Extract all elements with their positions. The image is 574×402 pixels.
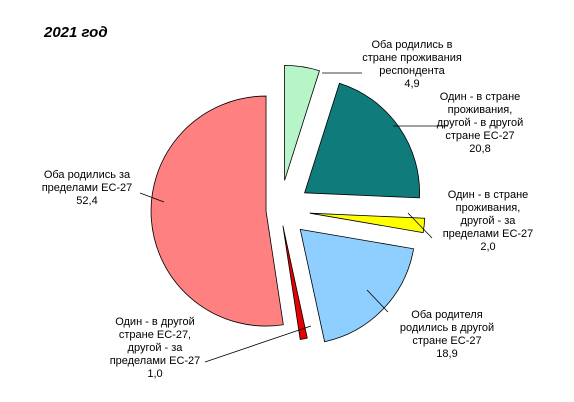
leader-line-5: [139, 192, 165, 203]
pie-slice-4: [282, 225, 308, 340]
pie-slice-3: [299, 228, 415, 343]
slice-label-5: Оба родились за пределами ЕС-27 52,4: [42, 169, 133, 207]
pie-slice-5: [150, 95, 284, 327]
leader-line-4: [204, 325, 312, 363]
chart-title: 2021 год: [44, 24, 108, 41]
pie-slice-1: [304, 82, 420, 199]
pie-slice-0: [284, 64, 320, 181]
slice-label-0: Оба родились в стране проживания респонден…: [362, 39, 462, 90]
slice-label-4: Один - в другой стране ЕС-27, другой - за п…: [110, 316, 201, 380]
leader-line-2: [407, 212, 433, 239]
slice-label-2: Один - в стране проживания, другой - за пре…: [443, 189, 534, 253]
pie-slice-2: [309, 212, 426, 234]
slice-label-3: Оба родителя родились в другой стране ЕС-2…: [400, 309, 494, 360]
leader-line-3: [366, 289, 389, 313]
slice-label-1: Один - в стране проживания, другой - в дру…: [437, 91, 524, 155]
